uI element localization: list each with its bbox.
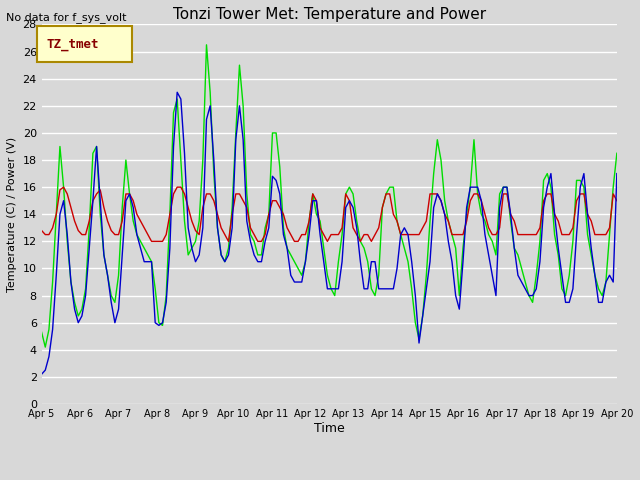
Y-axis label: Temperature (C) / Power (V): Temperature (C) / Power (V) (7, 137, 17, 292)
Title: Tonzi Tower Met: Temperature and Power: Tonzi Tower Met: Temperature and Power (173, 7, 486, 22)
FancyBboxPatch shape (37, 26, 132, 62)
Text: No data for f_sys_volt: No data for f_sys_volt (6, 12, 127, 23)
X-axis label: Time: Time (314, 421, 344, 435)
Text: TZ_tmet: TZ_tmet (46, 38, 99, 51)
